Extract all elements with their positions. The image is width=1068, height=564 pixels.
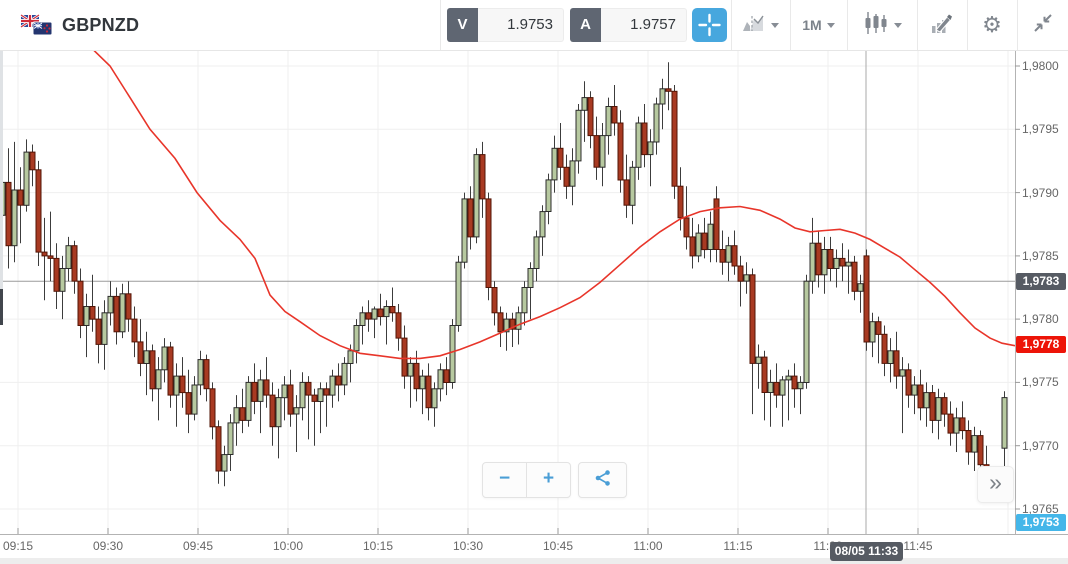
gear-icon: ⚙ [982, 12, 1002, 37]
price-axis-label: 1,9770 [1022, 438, 1059, 453]
ma-value-badge: 1,9778 [1016, 335, 1066, 353]
time-axis-label: 10:30 [452, 539, 484, 553]
candles [0, 62, 1008, 503]
zoom-in-button[interactable]: + [542, 468, 555, 489]
chart-header: GBPNZD V 1.9753 A 1.9757 [0, 0, 1068, 51]
price-axis-label: 1,9765 [1022, 501, 1059, 516]
header-separator [967, 0, 968, 50]
time-axis-label: 09:45 [182, 539, 214, 553]
header-separator [440, 0, 441, 50]
crosshair-icon [692, 13, 727, 46]
time-axis-label: 09:30 [92, 539, 124, 553]
time-axis-label: 10:15 [362, 539, 394, 553]
candlestick-icon [863, 10, 889, 41]
bid-label-badge: V [447, 8, 478, 42]
zoom-out-button[interactable]: − [483, 463, 527, 497]
share-icon [594, 469, 612, 492]
pencil-chart-icon [930, 11, 954, 40]
chevron-down-icon [771, 22, 779, 28]
header-separator [731, 0, 732, 50]
drawing-tools-button[interactable] [917, 0, 967, 50]
crosshair-time-badge: 08/05 11:33 [830, 542, 903, 561]
interval-label: 1M [802, 17, 822, 33]
share-button[interactable] [578, 462, 627, 498]
price-axis-label: 1,9785 [1022, 248, 1059, 263]
price-axis-label: 1,9775 [1022, 375, 1059, 390]
ask-label-badge: A [570, 8, 601, 42]
collapse-icon [1032, 12, 1054, 39]
time-axis-label: 11:15 [723, 539, 753, 553]
bid-price[interactable]: 1.9753 [478, 8, 564, 42]
time-axis-label: 10:00 [272, 539, 304, 553]
last-price-badge: 1,9753 [1016, 514, 1066, 531]
chevron-down-icon [826, 22, 835, 28]
chart-type-dropdown[interactable] [731, 0, 790, 50]
symbol-title: GBPNZD [62, 15, 140, 35]
header-separator [847, 0, 848, 50]
time-axis-label: 11:45 [903, 539, 933, 553]
chevron-down-icon [893, 22, 902, 28]
header-separator [790, 0, 791, 50]
price-axis-label: 1,9795 [1022, 122, 1059, 137]
settings-button[interactable]: ⚙ [967, 0, 1017, 50]
left-panel-handle[interactable] [0, 289, 3, 325]
scroll-to-latest-button[interactable]: » [977, 466, 1014, 503]
left-edge-strip [0, 51, 3, 289]
price-axis-label: 1,9780 [1022, 312, 1059, 327]
price-axis-label: 1,9790 [1022, 185, 1059, 200]
time-axis-label: 09:15 [2, 539, 34, 553]
collapse-chart-button[interactable] [1017, 0, 1068, 50]
ask-price[interactable]: 1.9757 [601, 8, 687, 42]
header-separator [1017, 0, 1018, 50]
moving-average-line [93, 51, 1015, 360]
zoom-button-group: − + [482, 462, 571, 498]
header-separator [917, 0, 918, 50]
nz-flag [32, 21, 53, 36]
time-axis-label: 11:00 [633, 539, 663, 553]
crosshair-tool-button[interactable] [692, 8, 727, 42]
bottom-scroll-strip[interactable] [0, 558, 1068, 564]
price-line-badge: 1,9783 [1016, 272, 1066, 290]
price-axis-label: 1,9800 [1022, 59, 1059, 73]
candle-style-dropdown[interactable] [847, 0, 917, 50]
gbpnzd-flag-icon [20, 13, 54, 37]
chart-type-icon [742, 12, 766, 39]
time-axis-label: 10:45 [542, 539, 574, 553]
interval-dropdown[interactable]: 1M [790, 0, 847, 50]
